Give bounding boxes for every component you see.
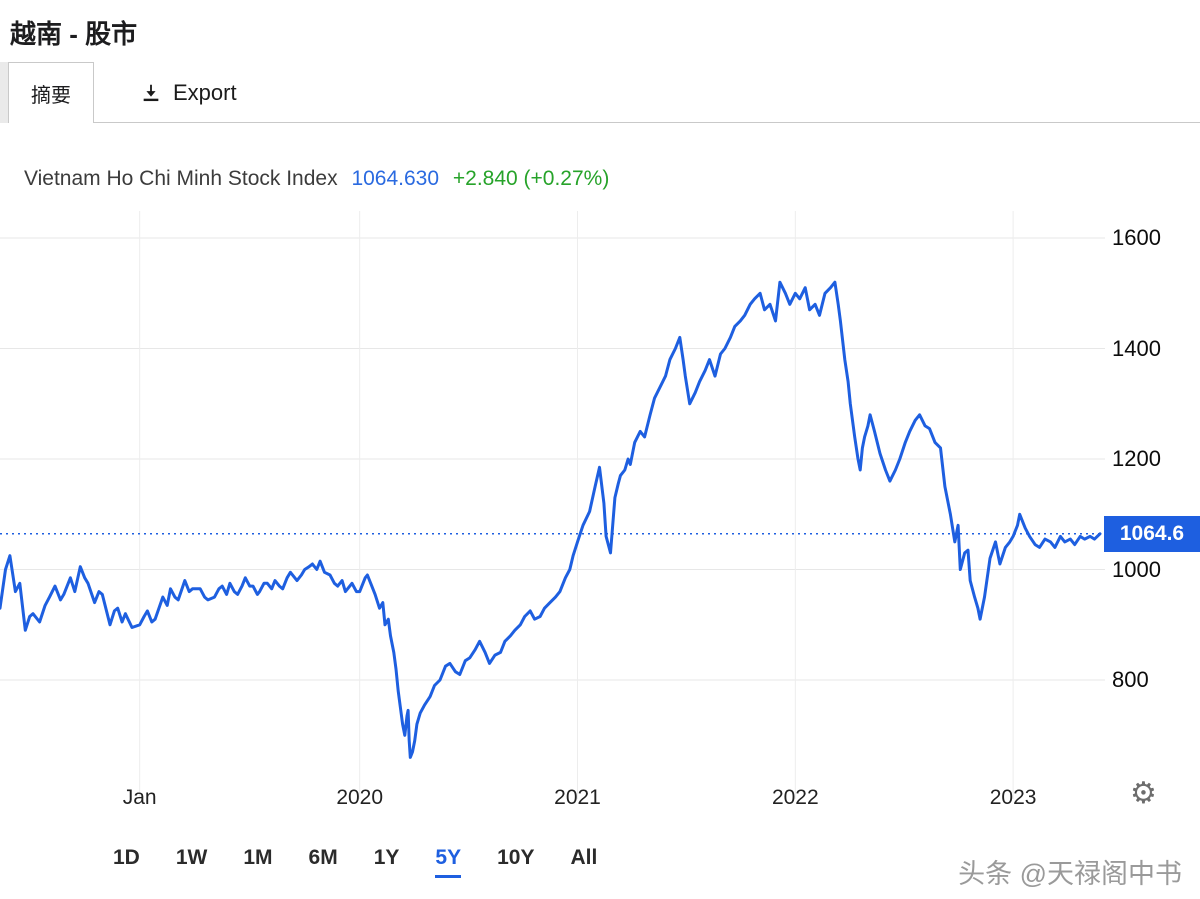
x-axis-label: Jan [122,786,157,809]
page-header: 越南 - 股市 [0,0,1200,62]
page-title: 越南 - 股市 [10,19,138,49]
y-axis-label: 1400 [1112,335,1161,361]
x-axis-label: 2023 [989,786,1037,809]
chart-change: +2.840 (+0.27%) [452,167,610,190]
chart-panel: Vietnam Ho Chi Minh Stock Index 1064.630… [0,123,1200,824]
export-button[interactable]: Export [140,62,237,123]
chart-title: Vietnam Ho Chi Minh Stock Index [24,167,338,190]
y-axis-label: 1200 [1112,446,1161,471]
tab-bar: 摘要 Export [0,62,1200,124]
range-1w[interactable]: 1W [176,846,208,878]
price-chart-svg[interactable] [0,123,1200,824]
tab-summary-label: 摘要 [31,85,71,107]
range-selector: 1D 1W 1M 6M 1Y 5Y 10Y All [0,824,1200,899]
export-label: Export [173,79,237,105]
y-axis-label: 1000 [1112,556,1161,582]
x-axis-label: 2021 [554,786,601,809]
chart-value: 1064.630 [351,167,440,190]
price-badge: 1064.6 [1104,515,1200,552]
range-6m[interactable]: 6M [309,846,338,878]
download-icon [140,82,162,104]
tabbar-corner [0,62,8,123]
tab-summary[interactable]: 摘要 [8,62,94,124]
y-axis-label: 1600 [1112,225,1161,250]
range-all[interactable]: All [570,846,597,878]
chart-title-row: Vietnam Ho Chi Minh Stock Index 1064.630… [24,167,609,191]
settings-gear-icon[interactable]: ⚙ [1130,777,1157,810]
range-5y[interactable]: 5Y [435,846,462,878]
watermark: 头条 @天禄阁中书 [958,859,1182,889]
x-axis-label: 2020 [336,786,384,809]
range-1y[interactable]: 1Y [374,846,400,878]
range-1d[interactable]: 1D [113,846,140,878]
x-axis-label: 2022 [771,786,819,809]
range-1m[interactable]: 1M [243,846,272,878]
y-axis-label: 800 [1112,667,1149,692]
range-10y[interactable]: 10Y [497,846,534,878]
